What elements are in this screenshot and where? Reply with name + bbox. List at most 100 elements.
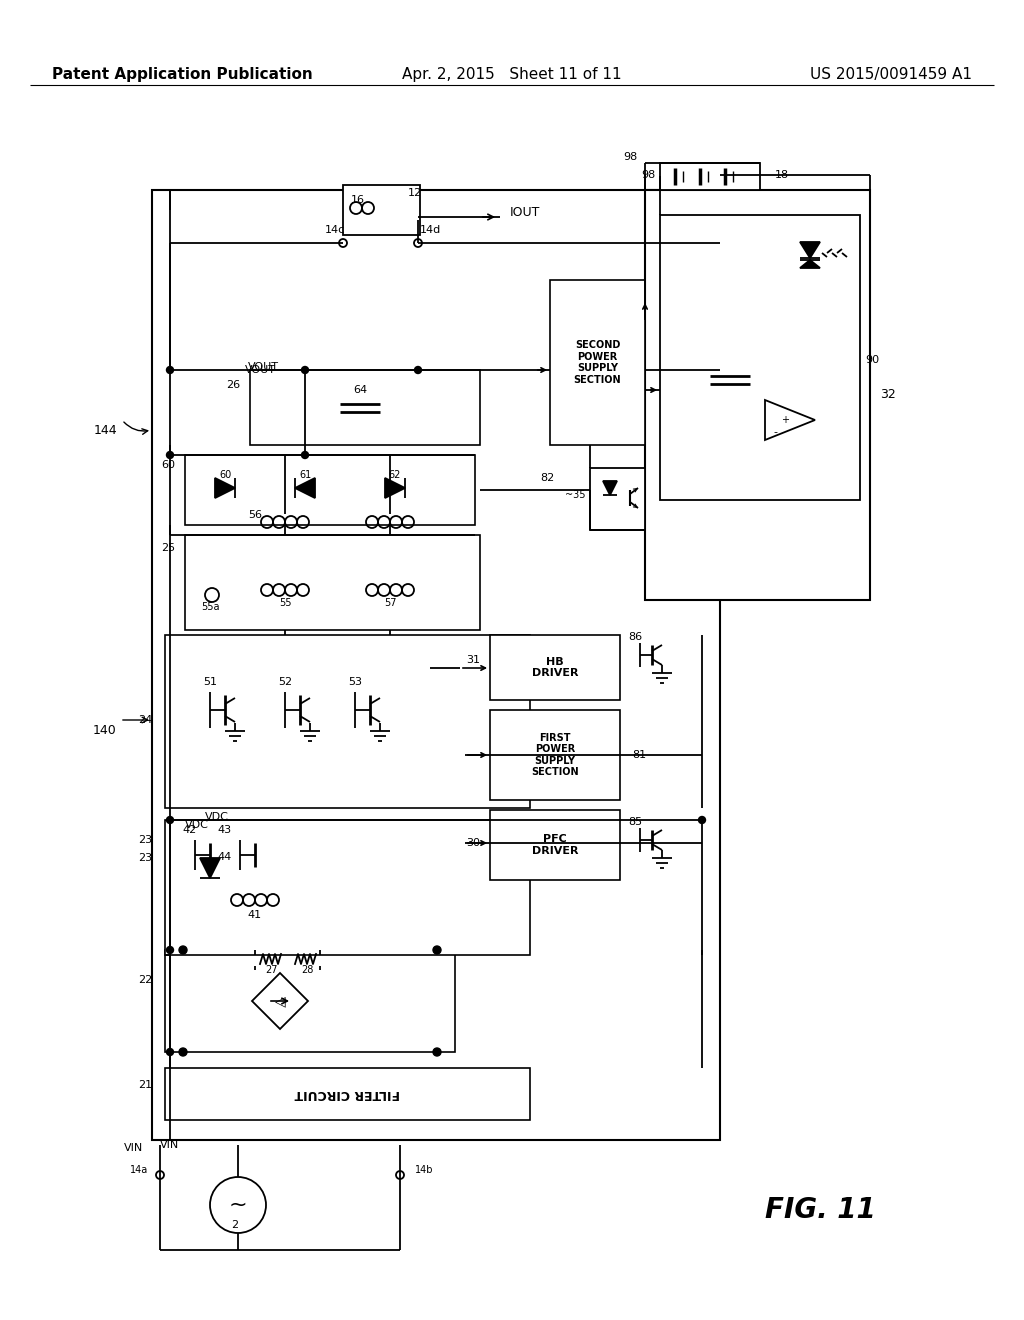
Text: 55a: 55a — [201, 602, 219, 612]
Text: VDC: VDC — [185, 820, 209, 830]
Text: SECOND
POWER
SUPPLY
SECTION: SECOND POWER SUPPLY SECTION — [573, 341, 622, 385]
Circle shape — [179, 1048, 187, 1056]
Text: 27: 27 — [266, 965, 279, 975]
Circle shape — [414, 239, 422, 247]
Text: 144: 144 — [93, 424, 117, 437]
Text: VOUT: VOUT — [248, 362, 279, 372]
Circle shape — [698, 817, 706, 824]
Text: +: + — [781, 414, 790, 425]
Circle shape — [167, 367, 173, 374]
Text: 55: 55 — [279, 598, 291, 609]
Text: 98: 98 — [641, 170, 655, 180]
Bar — [165, 820, 530, 954]
Text: 43: 43 — [218, 825, 232, 836]
Text: 62: 62 — [389, 470, 401, 480]
Circle shape — [179, 946, 187, 954]
Bar — [660, 215, 860, 500]
Text: 81: 81 — [632, 750, 646, 760]
Text: 61: 61 — [299, 470, 311, 480]
Text: US 2015/0091459 A1: US 2015/0091459 A1 — [810, 67, 972, 82]
Polygon shape — [603, 480, 617, 495]
Text: 23: 23 — [138, 853, 152, 863]
Text: 82: 82 — [540, 473, 554, 483]
Text: 52: 52 — [278, 677, 292, 686]
Text: HB
DRIVER: HB DRIVER — [531, 657, 579, 678]
Circle shape — [301, 367, 308, 374]
Text: Patent Application Publication: Patent Application Publication — [52, 67, 312, 82]
Polygon shape — [252, 973, 308, 1030]
Circle shape — [167, 946, 173, 953]
Text: 14b: 14b — [415, 1166, 433, 1175]
Bar — [165, 635, 530, 808]
Text: 25: 25 — [161, 543, 175, 553]
Text: 85: 85 — [628, 817, 642, 828]
Polygon shape — [295, 478, 315, 498]
Bar — [152, 190, 720, 1140]
Text: 86: 86 — [628, 632, 642, 642]
Text: ~: ~ — [228, 1195, 248, 1214]
Text: 98: 98 — [623, 152, 637, 162]
Text: 57: 57 — [384, 598, 396, 609]
Text: VIN: VIN — [124, 1143, 143, 1152]
Text: 24: 24 — [138, 715, 152, 725]
Text: 44: 44 — [218, 851, 232, 862]
Circle shape — [433, 946, 441, 954]
Text: VOUT: VOUT — [245, 366, 276, 375]
Text: 23: 23 — [138, 836, 152, 845]
Text: 28: 28 — [301, 965, 313, 975]
Polygon shape — [385, 478, 406, 498]
Circle shape — [396, 1171, 404, 1179]
Circle shape — [415, 367, 422, 374]
Text: 22: 22 — [138, 975, 152, 985]
Bar — [185, 455, 475, 525]
Bar — [490, 635, 620, 700]
Text: 90: 90 — [865, 355, 880, 366]
Text: FILTER CIRCUIT: FILTER CIRCUIT — [295, 1088, 400, 1101]
Text: 14d: 14d — [420, 224, 440, 235]
Bar — [185, 535, 480, 630]
Circle shape — [156, 1171, 164, 1179]
Text: 140: 140 — [93, 723, 117, 737]
Text: 16: 16 — [351, 195, 365, 205]
Circle shape — [167, 451, 173, 458]
Bar — [590, 469, 645, 531]
Text: FIRST
POWER
SUPPLY
SECTION: FIRST POWER SUPPLY SECTION — [531, 733, 579, 777]
Text: 26: 26 — [226, 380, 240, 389]
Text: VDC: VDC — [205, 812, 229, 822]
Text: 12: 12 — [408, 187, 422, 198]
Text: IOUT: IOUT — [510, 206, 541, 219]
Text: 32: 32 — [880, 388, 896, 401]
Text: 56: 56 — [248, 510, 262, 520]
Text: 2: 2 — [231, 1220, 239, 1230]
Bar — [490, 810, 620, 880]
Circle shape — [339, 239, 347, 247]
Circle shape — [301, 451, 308, 458]
Text: 14c: 14c — [325, 224, 345, 235]
Text: ~35: ~35 — [564, 490, 585, 500]
Bar — [250, 370, 480, 445]
Text: 60: 60 — [219, 470, 231, 480]
Bar — [165, 1068, 530, 1119]
Text: 51: 51 — [203, 677, 217, 686]
Text: -: - — [773, 426, 777, 437]
Text: 18: 18 — [775, 170, 790, 180]
Polygon shape — [765, 400, 815, 440]
Text: 30: 30 — [466, 838, 480, 847]
Text: 42: 42 — [183, 825, 198, 836]
Text: ◁: ◁ — [274, 994, 286, 1008]
Polygon shape — [800, 242, 820, 257]
Bar — [660, 162, 760, 190]
Polygon shape — [215, 478, 234, 498]
Text: 14a: 14a — [130, 1166, 148, 1175]
Bar — [550, 280, 645, 445]
Text: PFC
DRIVER: PFC DRIVER — [531, 834, 579, 855]
Bar — [645, 190, 870, 601]
Text: FIG. 11: FIG. 11 — [765, 1196, 876, 1224]
Text: 31: 31 — [466, 655, 480, 665]
Polygon shape — [800, 260, 820, 268]
Text: 64: 64 — [353, 385, 367, 395]
Text: VIN: VIN — [160, 1140, 179, 1150]
Circle shape — [433, 1048, 441, 1056]
Text: 60: 60 — [161, 459, 175, 470]
Bar — [343, 185, 420, 235]
